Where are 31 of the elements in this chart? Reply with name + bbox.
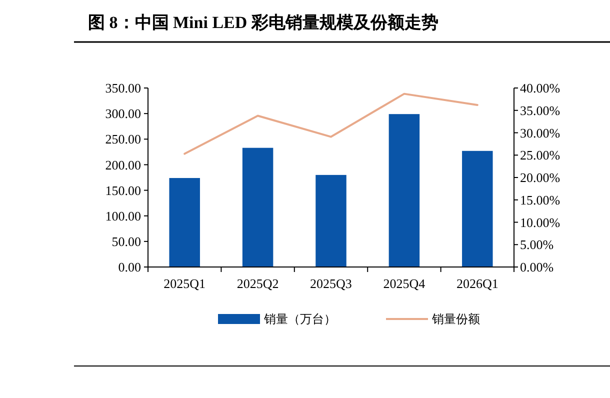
y2-tick-label: 10.00%: [520, 214, 560, 230]
y2-tick-label: 35.00%: [520, 102, 560, 118]
bar: [169, 178, 200, 267]
legend-label: 销量（万台）: [263, 312, 336, 326]
line-series: [184, 92, 478, 155]
y-tick-label: 50.00: [112, 234, 141, 249]
y-tick-label: 250.00: [105, 132, 141, 147]
y2-tick-label: 25.00%: [520, 148, 560, 163]
x-tick-label: 2025Q2: [236, 276, 279, 291]
y-tick-label: 300.00: [105, 106, 141, 122]
y-tick-label: 100.00: [105, 208, 141, 224]
y2-tick-label: 15.00%: [520, 192, 560, 208]
y2-tick-label: 30.00%: [520, 125, 560, 140]
y-tick-label: 350.00: [105, 80, 141, 96]
legend-label: 销量份额: [431, 312, 480, 326]
y2-tick-label: 0.00%: [520, 260, 554, 275]
y2-tick-label: 20.00%: [520, 170, 560, 186]
x-tick-label: 2025Q1: [164, 276, 206, 291]
bar: [462, 150, 493, 267]
y-tick-label: 150.00: [105, 182, 141, 198]
x-tick-label: 2025Q4: [383, 276, 426, 291]
chart-title: 图 8：中国 Mini LED 彩电销量规模及份额走势: [88, 13, 438, 32]
y-tick-label: 200.00: [105, 157, 141, 172]
y-tick-label: 0.00: [118, 260, 141, 275]
bar: [242, 148, 274, 267]
bar: [316, 174, 346, 267]
x-tick-label: 2025Q3: [310, 276, 352, 291]
x-tick-label: 2026Q1: [456, 276, 498, 291]
y2-tick-label: 5.00%: [520, 237, 554, 252]
y2-tick-label: 40.00%: [520, 80, 560, 96]
bar: [388, 114, 420, 267]
